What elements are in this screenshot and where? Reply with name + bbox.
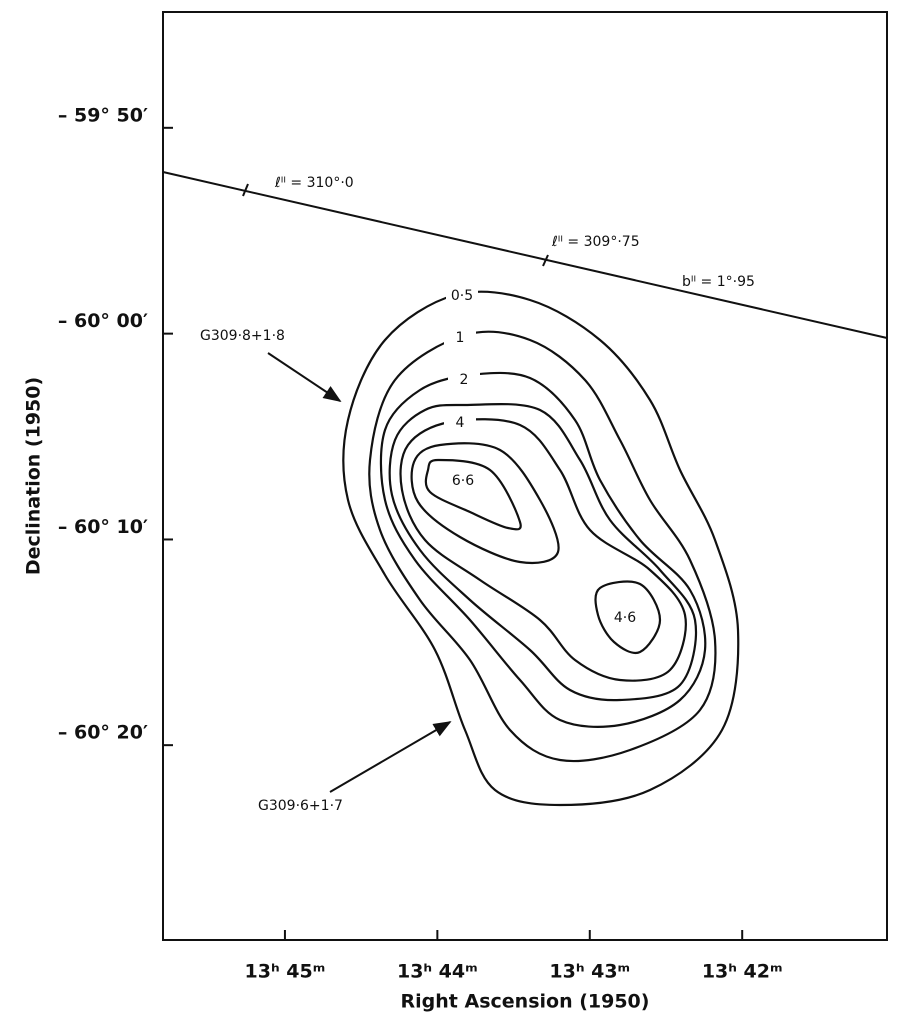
annotation: ℓᴵᴵ = 310°·0 [274,175,354,191]
contour-line [424,458,522,531]
galactic-tick [242,183,249,197]
y-tick-label: – 59° 50′ [58,104,148,126]
galactic-tick [542,254,549,267]
contour-label: 4·6 [614,610,636,626]
label-bg [444,414,476,432]
contour-label: 1 [456,330,465,346]
label-bg [446,287,478,305]
annotation: G309·8+1·8 [200,328,285,344]
label-bg [447,472,479,490]
contour-line [388,402,697,702]
arrow [329,721,452,793]
contour-label: 2 [460,372,469,388]
x-tick-label: 13ʰ 43ᵐ [549,961,630,983]
contour-label: 0·5 [451,288,473,304]
y-tick-label: – 60° 10′ [58,516,148,538]
label-bg [444,329,476,347]
contour-label: 6·6 [452,473,474,489]
contour-line [342,290,740,807]
galactic-latitude-line [162,171,888,339]
label-bg [609,609,641,627]
y-tick-label: – 60° 20′ [58,722,148,744]
x-axis-title: Right Ascension (1950) [401,991,650,1013]
contour-line [594,580,662,654]
contour-line [368,330,717,763]
annotation: ℓᴵᴵ = 309°·75 [551,234,640,250]
x-tick-label: 13ʰ 45ᵐ [245,961,326,983]
contour-line [379,371,707,728]
x-tick-label: 13ʰ 42ᵐ [702,961,783,983]
annotation: bᴵᴵ = 1°·95 [682,274,755,290]
contour-line [399,418,687,682]
contour-label: 4 [456,415,465,431]
annotation: G309·6+1·7 [258,798,343,814]
label-bg [448,371,480,389]
y-tick-label: – 60° 00′ [58,310,148,332]
x-tick-label: 13ʰ 44ᵐ [397,961,478,983]
contour-line [410,442,560,565]
plot-frame [162,11,888,941]
arrow [267,352,342,402]
y-axis-title: Declination (1950) [23,377,45,575]
